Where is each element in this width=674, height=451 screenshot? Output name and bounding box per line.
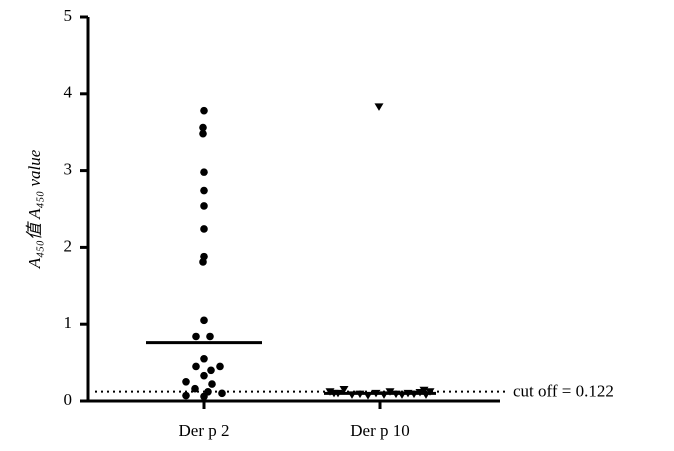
point	[200, 202, 208, 210]
point	[200, 371, 208, 380]
point	[199, 123, 207, 132]
point	[192, 332, 200, 341]
point	[206, 332, 214, 341]
point	[199, 258, 207, 266]
point	[200, 316, 208, 325]
x-tick-label: Der p 10	[350, 421, 409, 440]
x-tick-label: Der p 2	[179, 421, 230, 440]
point	[200, 354, 208, 363]
point	[182, 391, 190, 400]
cutoff-label: cut off = 0.122	[513, 382, 614, 401]
point	[191, 384, 199, 393]
point	[208, 380, 216, 388]
point	[207, 366, 215, 375]
point	[200, 186, 208, 195]
y-tick-label: 0	[64, 390, 73, 409]
point	[182, 378, 190, 386]
y-tick-label: 3	[64, 160, 73, 179]
point	[339, 385, 349, 394]
y-axis-label: A₄₅₀值 A₄₅₀ value	[25, 149, 44, 269]
point	[218, 389, 226, 398]
point	[200, 225, 208, 233]
y-tick-label: 5	[64, 6, 73, 25]
point	[204, 387, 212, 396]
y-tick-label: 4	[64, 83, 73, 102]
point	[374, 103, 384, 111]
point	[192, 362, 200, 371]
y-tick-label: 1	[64, 313, 73, 332]
y-tick-label: 2	[64, 236, 73, 255]
point	[200, 168, 208, 176]
point	[199, 129, 207, 138]
point	[216, 362, 224, 371]
point	[200, 106, 208, 115]
